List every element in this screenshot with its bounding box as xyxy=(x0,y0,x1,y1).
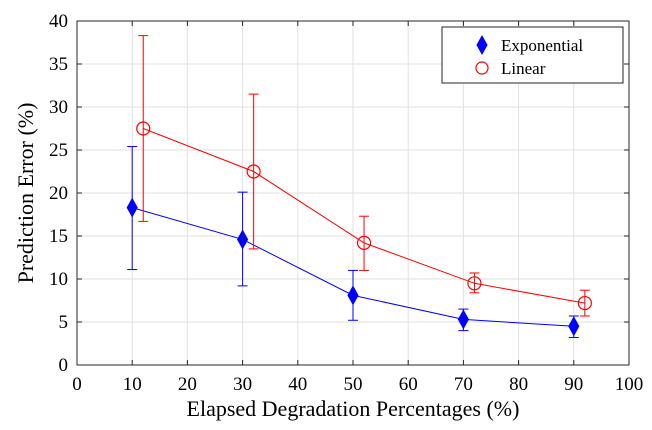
linear-data-point xyxy=(356,235,372,250)
x-tick-label: 70 xyxy=(454,374,473,395)
legend-box xyxy=(441,26,624,84)
legend-exponential-label: Exponential xyxy=(501,36,583,55)
linear-data-point xyxy=(577,295,592,311)
y-axis-label: Prediction Error (%) xyxy=(13,103,38,284)
y-tick-label: 30 xyxy=(49,97,68,118)
grid-lines xyxy=(77,21,629,365)
linear-series xyxy=(136,35,592,317)
x-tick-label: 0 xyxy=(72,374,82,395)
legend-exponential-marker xyxy=(476,34,488,56)
x-tick-label: 30 xyxy=(233,374,252,395)
data-series xyxy=(126,35,592,338)
y-tick-label: 10 xyxy=(49,269,68,290)
y-tick-label: 15 xyxy=(49,226,68,247)
x-tick-label: 100 xyxy=(615,374,644,395)
x-tick-label: 10 xyxy=(123,374,142,395)
x-tick-label: 40 xyxy=(288,374,307,395)
linear-data-point xyxy=(467,276,482,291)
exponential-series xyxy=(126,146,580,338)
exponential-data-point xyxy=(126,197,138,218)
y-tick-label: 35 xyxy=(49,54,68,75)
linear-data-point xyxy=(136,121,151,136)
linear-data-point xyxy=(246,164,261,179)
y-tick-label: 5 xyxy=(59,312,69,333)
x-tick-label: 20 xyxy=(178,374,197,395)
y-tick-label: 0 xyxy=(59,355,69,376)
x-tick-label: 90 xyxy=(564,374,583,395)
legend-linear-label: Linear xyxy=(501,59,546,78)
legend-linear-marker xyxy=(475,61,489,75)
x-axis-label: Elapsed Degradation Percentages (%) xyxy=(187,396,520,421)
y-tick-label: 20 xyxy=(49,183,68,204)
exponential-data-point xyxy=(457,309,469,330)
y-tick-label: 25 xyxy=(49,140,68,161)
x-tick-label: 80 xyxy=(509,374,528,395)
exponential-data-point xyxy=(237,229,249,250)
exponential-data-point xyxy=(568,316,580,337)
x-tick-label: 60 xyxy=(399,374,418,395)
axis-ticks: 0 10 20 30 40 50 60 70 80 90 100 0 5 10 15 20 25 30 35 40 xyxy=(49,11,643,395)
x-tick-label: 50 xyxy=(344,374,363,395)
y-tick-label: 40 xyxy=(49,11,68,32)
legend: Exponential Linear xyxy=(441,26,624,84)
exponential-data-point xyxy=(347,285,359,306)
